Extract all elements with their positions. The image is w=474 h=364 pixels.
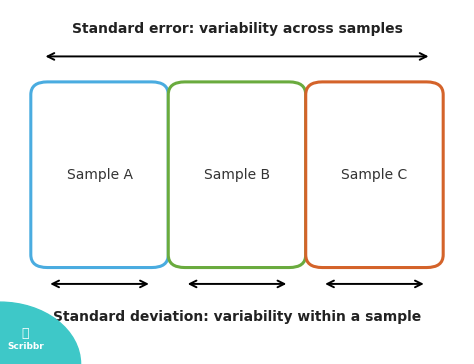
Text: Standard deviation: variability within a sample: Standard deviation: variability within a… [53, 310, 421, 324]
Text: Sample B: Sample B [204, 168, 270, 182]
FancyBboxPatch shape [306, 82, 443, 268]
FancyBboxPatch shape [31, 82, 168, 268]
Wedge shape [0, 302, 81, 364]
Text: Scribbr: Scribbr [8, 342, 45, 351]
Text: Sample A: Sample A [66, 168, 133, 182]
Text: 🎓: 🎓 [21, 327, 28, 340]
FancyBboxPatch shape [168, 82, 306, 268]
Text: Sample C: Sample C [341, 168, 408, 182]
Text: Standard error: variability across samples: Standard error: variability across sampl… [72, 22, 402, 36]
